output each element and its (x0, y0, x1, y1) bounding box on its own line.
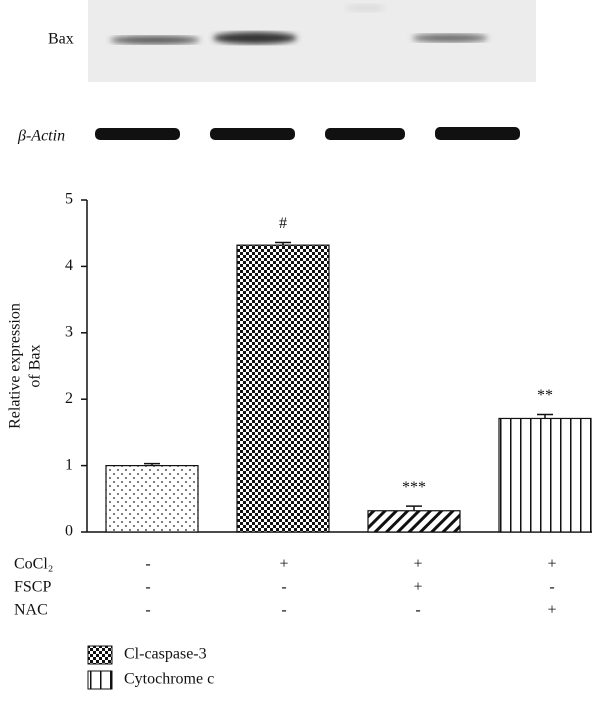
treatment-sign: + (547, 556, 556, 573)
treatment-label: CoCl₂ (14, 556, 53, 573)
treatment-sign: - (145, 602, 150, 619)
treatment-sign: - (281, 579, 286, 596)
blot-label: β-Actin (17, 128, 65, 145)
blot: Bax β-Actin (17, 0, 536, 145)
band (210, 128, 295, 140)
band (345, 4, 385, 12)
treatment-sign: + (413, 556, 422, 573)
band (213, 32, 297, 44)
significance-label: *** (402, 479, 426, 496)
significance-label: # (279, 215, 287, 232)
bar (105, 465, 199, 533)
bar (367, 510, 461, 533)
band (95, 128, 180, 140)
legend-swatch (87, 670, 113, 690)
legend-swatch (87, 645, 113, 665)
blot-label: Bax (48, 31, 74, 48)
treatment-sign: - (549, 579, 554, 596)
error-bar (406, 505, 422, 511)
band (325, 128, 405, 140)
legend-label: Cl-caspase-3 (124, 646, 207, 663)
y-tick-label: 1 (65, 456, 73, 473)
error-bar (144, 462, 160, 466)
bar (236, 244, 330, 533)
y-axis-label: Relative expression (7, 303, 24, 429)
treatment-sign: + (279, 556, 288, 573)
error-bar (537, 413, 553, 419)
significance-label: ** (537, 387, 553, 404)
legend-label: Cytochrome c (124, 671, 214, 688)
bar (498, 417, 592, 533)
y-tick-label: 4 (65, 257, 73, 274)
y-axis-label: of Bax (27, 344, 44, 387)
band (412, 34, 488, 42)
band (435, 127, 520, 140)
y-tick-label: 3 (65, 323, 73, 340)
treatment-sign: - (145, 556, 150, 573)
treatment-sign: - (281, 602, 286, 619)
y-tick-label: 5 (65, 191, 73, 208)
y-tick-label: 2 (65, 390, 73, 407)
treatment-sign: + (547, 602, 556, 619)
error-bar (275, 241, 291, 246)
treatment-label: NAC (14, 602, 48, 619)
treatment-sign: + (413, 579, 422, 596)
treatment-label: FSCP (14, 579, 51, 596)
y-tick-label: 0 (65, 523, 73, 540)
treatment-sign: - (145, 579, 150, 596)
treatment-sign: - (415, 602, 420, 619)
band (110, 36, 200, 44)
